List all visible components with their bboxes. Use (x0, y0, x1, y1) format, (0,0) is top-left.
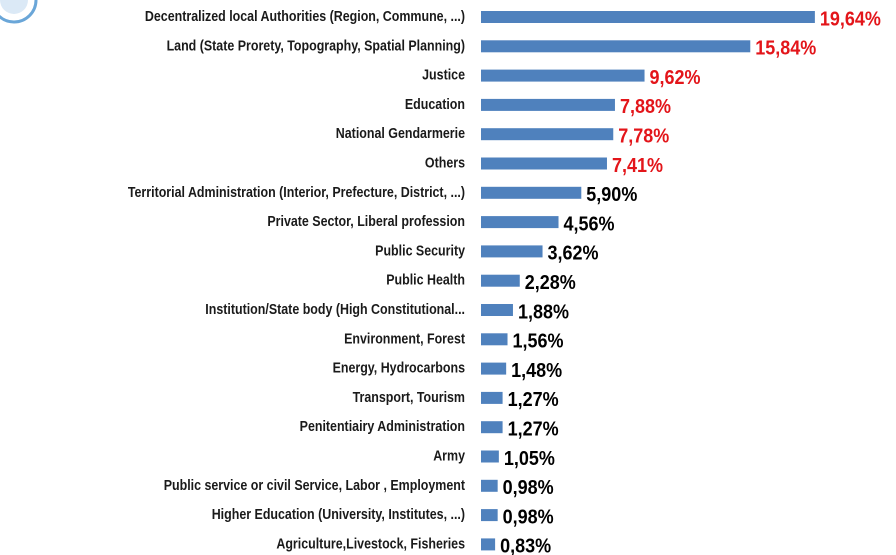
category-label: Education (405, 96, 465, 112)
value-label: 3,62% (548, 243, 599, 265)
value-label: 7,88% (620, 96, 671, 118)
category-label: Others (425, 154, 465, 170)
bar (481, 538, 496, 551)
value-label: 7,41% (612, 155, 663, 177)
category-label: Institution/State body (High Constitutio… (205, 301, 465, 317)
bar (481, 128, 614, 141)
bar (481, 479, 498, 492)
bar (481, 157, 607, 170)
value-label: 1,56% (513, 331, 564, 353)
value-label: 0,83% (500, 536, 551, 555)
category-label: Public service or civil Service, Labor ,… (164, 477, 466, 493)
category-label: Higher Education (University, Institutes… (212, 506, 465, 522)
value-label: 7,78% (618, 126, 669, 148)
bar (481, 69, 645, 82)
value-label: 1,27% (508, 389, 559, 411)
category-label: Public Security (375, 242, 465, 258)
category-label: Energy, Hydrocarbons (333, 360, 466, 376)
bar (481, 11, 815, 23)
category-label: Justice (422, 67, 465, 83)
category-label: Agriculture,Livestock, Fisheries (276, 535, 465, 551)
bar (481, 304, 513, 316)
bar (481, 421, 503, 434)
bar (481, 216, 559, 229)
value-label: 4,56% (564, 214, 615, 236)
category-label: Environment, Forest (344, 330, 465, 346)
value-label: 5,90% (586, 184, 637, 206)
bar (481, 362, 507, 375)
value-label: 1,48% (511, 360, 562, 382)
logo (0, 0, 38, 24)
category-label: Public Health (386, 272, 465, 288)
category-label: Penitentiairy Administration (300, 418, 465, 434)
category-label: Transport, Tourism (353, 389, 465, 405)
bar (481, 333, 508, 346)
category-label: Decentralized local Authorities (Region,… (145, 8, 465, 24)
category-label: National Gendarmerie (336, 125, 466, 141)
bar (481, 186, 582, 199)
value-label: 19,64% (820, 8, 881, 30)
value-label: 9,62% (650, 67, 701, 89)
value-label: 2,28% (525, 272, 576, 294)
value-label: 15,84% (755, 38, 816, 60)
category-label: Territorial Administration (Interior, Pr… (128, 184, 465, 200)
value-label: 0,98% (503, 477, 554, 499)
value-label: 1,88% (518, 301, 569, 323)
bar (481, 450, 499, 463)
bar (481, 245, 543, 258)
bar (481, 509, 498, 522)
category-label: Army (433, 447, 465, 463)
category-label: Land (State Prorety, Topography, Spatial… (167, 37, 465, 53)
bar (481, 98, 615, 111)
bar (481, 40, 751, 53)
value-label: 0,98% (503, 507, 554, 529)
bar (481, 391, 503, 404)
value-label: 1,05% (504, 448, 555, 470)
bar (481, 274, 520, 287)
value-label: 1,27% (508, 419, 559, 441)
category-label: Private Sector, Liberal profession (267, 213, 465, 229)
